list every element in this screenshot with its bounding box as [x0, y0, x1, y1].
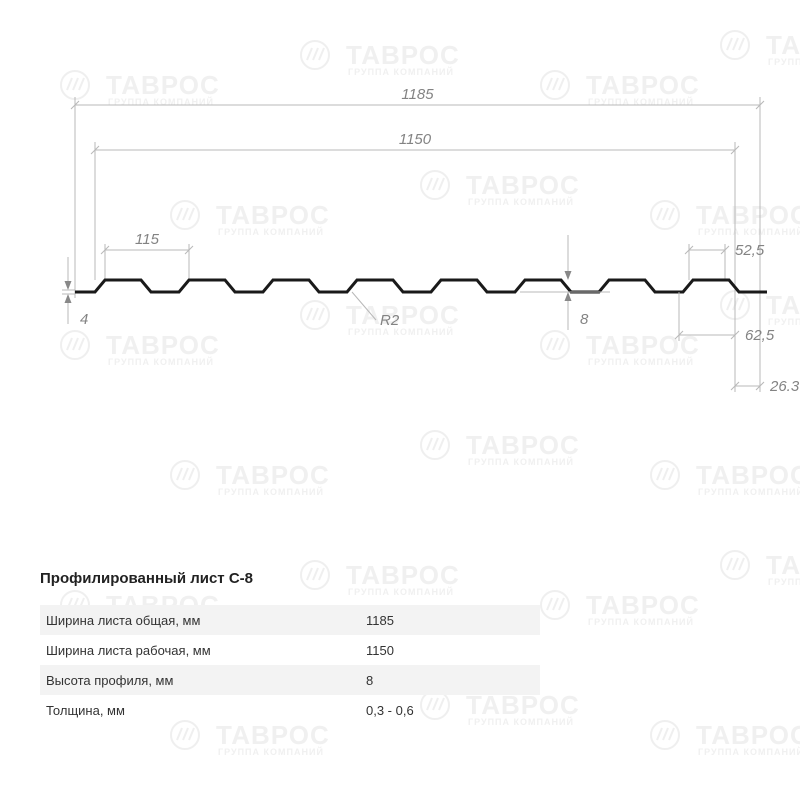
spec-label: Толщина, мм — [46, 703, 366, 718]
svg-text:4: 4 — [80, 311, 88, 328]
watermark: ТАВРОСГРУППА КОМПАНИЙ — [540, 590, 700, 627]
spec-row: Ширина листа общая, мм1185 — [40, 605, 540, 635]
spec-table: Профилированный лист С-8 Ширина листа об… — [40, 570, 540, 725]
svg-text:62,5: 62,5 — [745, 327, 775, 344]
profile-drawing: 1185 1150 115 52,5 62,5 26.3 R2 8 4 — [0, 0, 800, 540]
spec-row: Высота профиля, мм8 — [40, 665, 540, 695]
spec-label: Ширина листа общая, мм — [46, 613, 366, 628]
spec-value: 0,3 - 0,6 — [366, 703, 486, 718]
corrugated-profile — [75, 280, 767, 292]
spec-value: 8 — [366, 673, 486, 688]
watermark: ТАВРОСГРУППА КОМПАНИЙ — [720, 550, 800, 587]
spec-row: Ширина листа рабочая, мм1150 — [40, 635, 540, 665]
svg-text:1185: 1185 — [401, 86, 434, 103]
svg-text:26.3: 26.3 — [769, 378, 800, 395]
svg-text:115: 115 — [135, 231, 160, 248]
svg-text:1150: 1150 — [399, 131, 432, 148]
spec-label: Ширина листа рабочая, мм — [46, 643, 366, 658]
watermark: ТАВРОСГРУППА КОМПАНИЙ — [650, 720, 800, 757]
svg-text:52,5: 52,5 — [735, 242, 765, 259]
svg-text:R2: R2 — [380, 312, 400, 329]
spec-label: Высота профиля, мм — [46, 673, 366, 688]
spec-title: Профилированный лист С-8 — [40, 570, 540, 587]
watermark: ТАВРОСГРУППА КОМПАНИЙ — [170, 720, 330, 757]
spec-value: 1185 — [366, 613, 486, 628]
spec-row: Толщина, мм0,3 - 0,6 — [40, 695, 540, 725]
spec-value: 1150 — [366, 643, 486, 658]
svg-text:8: 8 — [580, 311, 589, 328]
